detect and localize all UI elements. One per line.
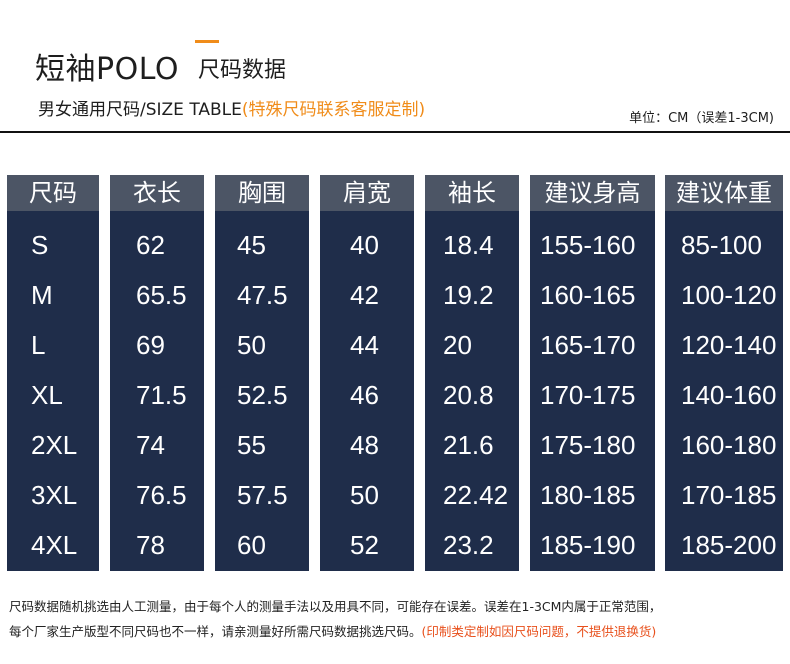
table-cell: 3XL [31, 480, 78, 510]
subtitle-main: 男女通用尺码/SIZE TABLE [38, 100, 242, 120]
table-column: 衣长 62 65.5 69 71.5 74 76.5 78 [110, 175, 204, 571]
table-cell: 74 [136, 430, 165, 460]
table-cell: 55 [237, 430, 266, 460]
table-cell: 46 [350, 380, 379, 410]
table-cell: 52.5 [237, 380, 288, 410]
table-cell: 69 [136, 330, 165, 360]
table-cell: 120-140 [681, 330, 777, 360]
column-header: 尺码 [7, 175, 99, 211]
table-cell: 160-165 [540, 280, 636, 310]
table-column: 胸围 45 47.5 50 52.5 55 57.5 60 [215, 175, 309, 571]
table-cell: 85-100 [681, 230, 762, 260]
table-cell: 160-180 [681, 430, 777, 460]
table-column: 袖长 18.4 19.2 20 20.8 21.6 22.42 23.2 [425, 175, 519, 571]
table-cell: 71.5 [136, 380, 187, 410]
table-cell: 57.5 [237, 480, 288, 510]
table-column: 建议身高 155-160 160-165 165-170 170-175 175-180 1… [530, 175, 655, 571]
footer-line-2-highlight: (印制类定制如因尺码问题，不提供退换货) [421, 624, 657, 639]
table-cell: 170-185 [681, 480, 777, 510]
table-cell: 20.8 [443, 380, 494, 410]
footer-line-2: 每个厂家生产版型不同尺码也不一样，请亲测量好所需尺码数据挑选尺码。(印制类定制如… [9, 621, 656, 640]
table-cell: L [31, 330, 46, 360]
table-cell: 185-200 [681, 530, 777, 560]
table-cell: 65.5 [136, 280, 187, 310]
table-cell: XL [31, 380, 63, 410]
table-cell: 170-175 [540, 380, 636, 410]
column-header: 肩宽 [320, 175, 414, 211]
column-header: 袖长 [425, 175, 519, 211]
table-cell: 180-185 [540, 480, 636, 510]
table-cell: 20 [443, 330, 472, 360]
table-cell: 50 [350, 480, 379, 510]
table-column: 尺码 S M L XL 2XL 3XL 4XL [7, 175, 99, 571]
table-cell: 76.5 [136, 480, 187, 510]
table-cell: 175-180 [540, 430, 636, 460]
table-cell: 100-120 [681, 280, 777, 310]
table-cell: 48 [350, 430, 379, 460]
table-cell: 165-170 [540, 330, 636, 360]
table-cell: 4XL [31, 530, 78, 560]
title-accent-bar [195, 40, 219, 43]
footer-line-2-main: 每个厂家生产版型不同尺码也不一样，请亲测量好所需尺码数据挑选尺码。 [9, 624, 422, 639]
product-title: 短袖POLO [35, 52, 179, 87]
table-cell: 52 [350, 530, 379, 560]
table-cell: 47.5 [237, 280, 288, 310]
table-column: 肩宽 40 42 44 46 48 50 52 [320, 175, 414, 571]
table-cell: S [31, 230, 49, 260]
table-cell: M [31, 280, 53, 310]
footer-line-1: 尺码数据随机挑选由人工测量，由于每个人的测量手法以及用具不同，可能存在误差。误差… [9, 599, 662, 614]
column-header: 建议体重 [665, 175, 783, 211]
table-cell: 185-190 [540, 530, 636, 560]
table-cell: 62 [136, 230, 165, 260]
header-divider [0, 131, 790, 133]
table-cell: 140-160 [681, 380, 777, 410]
table-cell: 44 [350, 330, 379, 360]
column-header: 建议身高 [530, 175, 655, 211]
table-cell: 19.2 [443, 280, 494, 310]
table-cell: 40 [350, 230, 379, 260]
table-cell: 42 [350, 280, 379, 310]
table-column: 建议体重 85-100 100-120 120-140 140-160 160-180 17… [665, 175, 783, 571]
table-cell: 2XL [31, 430, 78, 460]
page-header: 短袖POLO 尺码数据 男女通用尺码/SIZE TABLE(特殊尺码联系客服定制… [0, 0, 790, 140]
table-cell: 22.42 [443, 480, 509, 510]
table-cell: 155-160 [540, 230, 636, 260]
table-cell: 78 [136, 530, 165, 560]
table-cell: 21.6 [443, 430, 494, 460]
unit-note: 单位：CM（误差1-3CM) [629, 111, 774, 126]
table-cell: 45 [237, 230, 266, 260]
table-cell: 18.4 [443, 230, 494, 260]
column-header: 衣长 [110, 175, 204, 211]
size-data-title: 尺码数据 [198, 58, 287, 83]
table-cell: 23.2 [443, 530, 494, 560]
size-table-subtitle: 男女通用尺码/SIZE TABLE(特殊尺码联系客服定制) [38, 95, 425, 120]
subtitle-highlight: (特殊尺码联系客服定制) [241, 100, 426, 120]
column-header: 胸围 [215, 175, 309, 211]
table-cell: 50 [237, 330, 266, 360]
table-cell: 60 [237, 530, 266, 560]
